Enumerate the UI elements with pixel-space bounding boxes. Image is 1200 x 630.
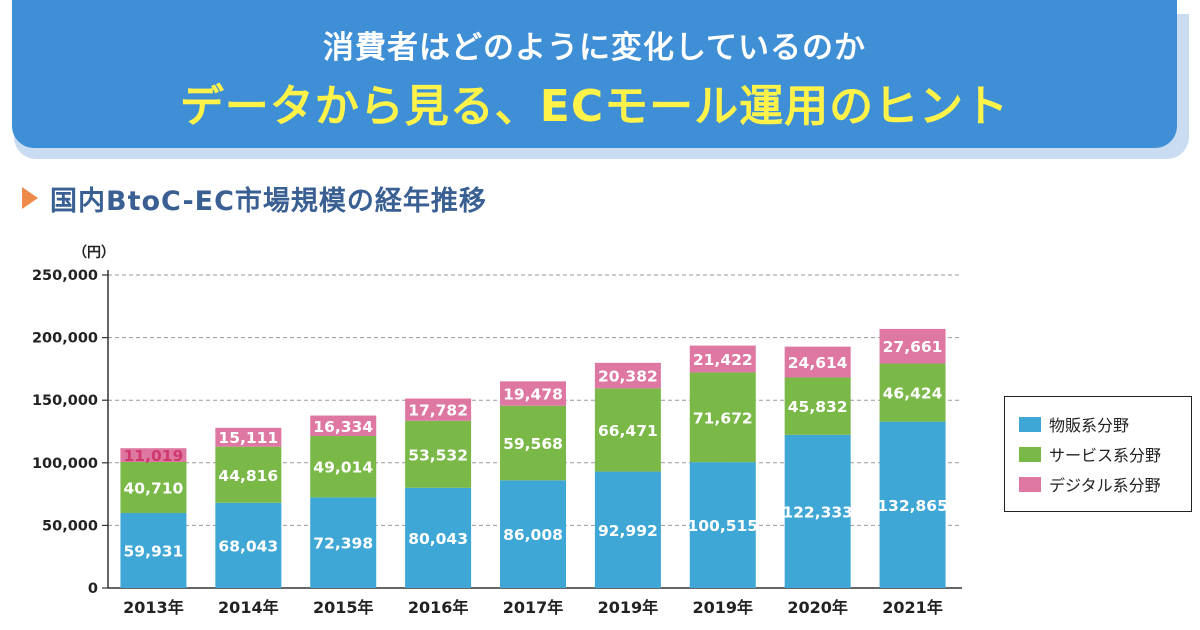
x-tick-label: 2017年 (503, 598, 564, 617)
bar-segment (405, 420, 472, 488)
bar-segment (215, 446, 282, 503)
legend-item: 物販系分野 (1019, 409, 1181, 439)
data-label: 66,471 (598, 422, 658, 440)
data-label: 59,568 (503, 435, 563, 453)
bar-segment (500, 405, 566, 481)
bar-segment (120, 461, 187, 513)
data-label: 44,816 (218, 467, 278, 485)
legend-label: 物販系分野 (1049, 416, 1130, 435)
bar-segment (689, 462, 756, 588)
y-tick-label: 250,000 (32, 268, 98, 284)
data-label: 16,334 (313, 418, 373, 436)
data-label: 92,992 (598, 522, 658, 540)
y-tick-label: 0 (88, 581, 98, 597)
legend-swatch (1019, 446, 1041, 462)
y-tick-label: 50,000 (42, 518, 98, 534)
data-label: 59,931 (124, 542, 184, 560)
bar-segment (689, 372, 756, 463)
data-label: 53,532 (408, 446, 468, 464)
bar-segment (310, 497, 377, 588)
data-label: 71,672 (693, 409, 753, 427)
bar-segment (120, 512, 187, 588)
legend-swatch (1019, 416, 1041, 432)
banner-subtitle: 消費者はどのように変化しているのか (322, 30, 867, 66)
data-label: 100,515 (687, 517, 758, 535)
bar-segment (215, 427, 282, 447)
bar-segment (405, 487, 472, 588)
data-label: 68,043 (218, 537, 278, 555)
x-tick-label: 2013年 (123, 598, 184, 617)
bar-segment (215, 502, 282, 588)
data-label: 122,333 (782, 503, 853, 521)
y-tick-label: 200,000 (32, 331, 98, 347)
data-label: 24,614 (788, 354, 848, 372)
x-tick-label: 2020年 (787, 598, 848, 617)
data-label: 40,710 (124, 479, 184, 497)
bar-segment (594, 471, 661, 588)
x-tick-label: 2019年 (598, 598, 659, 617)
bar-segment (784, 377, 851, 435)
data-label: 72,398 (313, 535, 373, 553)
data-label: 17,782 (408, 402, 468, 420)
data-label: 46,424 (883, 385, 943, 403)
x-tick-label: 2014年 (218, 598, 279, 617)
triangle-bullet-icon (22, 187, 38, 209)
bar-segment (879, 421, 946, 588)
data-label: 15,111 (218, 429, 278, 447)
x-tick-label: 2016年 (408, 598, 469, 617)
data-label: 11,019 (124, 447, 184, 465)
data-label: 49,014 (313, 459, 373, 477)
legend-label: デジタル系分野 (1049, 476, 1161, 495)
bar-segment (500, 480, 566, 588)
header-banner: 消費者はどのように変化しているのか データから見る、ECモール運用のヒント (12, 0, 1177, 148)
data-label: 27,661 (883, 338, 943, 356)
data-label: 19,478 (503, 386, 563, 404)
y-axis-unit-label: （円） (73, 245, 115, 261)
data-label: 80,043 (408, 530, 468, 548)
x-tick-label: 2015年 (313, 598, 374, 617)
chart-legend: 物販系分野サービス系分野 デジタル系分野 (1004, 396, 1192, 512)
x-tick-label: 2021年 (882, 598, 943, 617)
data-label: 86,008 (503, 526, 563, 544)
data-label: 21,422 (693, 351, 753, 369)
legend-item: サービス系分野 (1019, 439, 1181, 469)
bar-segment (784, 434, 851, 588)
banner-title: データから見る、ECモール運用のヒント (179, 81, 1010, 132)
bar-segment (784, 346, 851, 378)
legend-swatch (1019, 476, 1041, 492)
x-tick-label: 2019年 (693, 598, 754, 617)
bar-segment (310, 415, 377, 436)
bar-segment (500, 381, 566, 406)
bar-segment (594, 362, 661, 389)
data-label: 20,382 (598, 368, 658, 386)
bar-segment (120, 448, 187, 462)
section-heading: 国内BtoC-EC市場規模の経年推移 (22, 178, 487, 218)
bar-segment (879, 363, 946, 422)
data-label: 45,832 (788, 398, 848, 416)
bar-segment (879, 328, 946, 364)
legend-item: デジタル系分野 (1019, 469, 1181, 499)
bar-segment (405, 398, 472, 421)
bar-segment (594, 388, 661, 472)
y-tick-label: 100,000 (32, 456, 98, 472)
bar-segment (689, 345, 756, 373)
bar-segment (310, 435, 377, 498)
section-title: 国内BtoC-EC市場規模の経年推移 (50, 185, 487, 217)
stacked-bar-chart: （円） 0 50,000 100,000 150,000 200,000 250,000 59… (32, 245, 962, 617)
y-tick-label: 150,000 (32, 393, 98, 409)
data-label: 132,865 (877, 497, 948, 515)
legend-label: サービス系分野 (1049, 446, 1162, 465)
